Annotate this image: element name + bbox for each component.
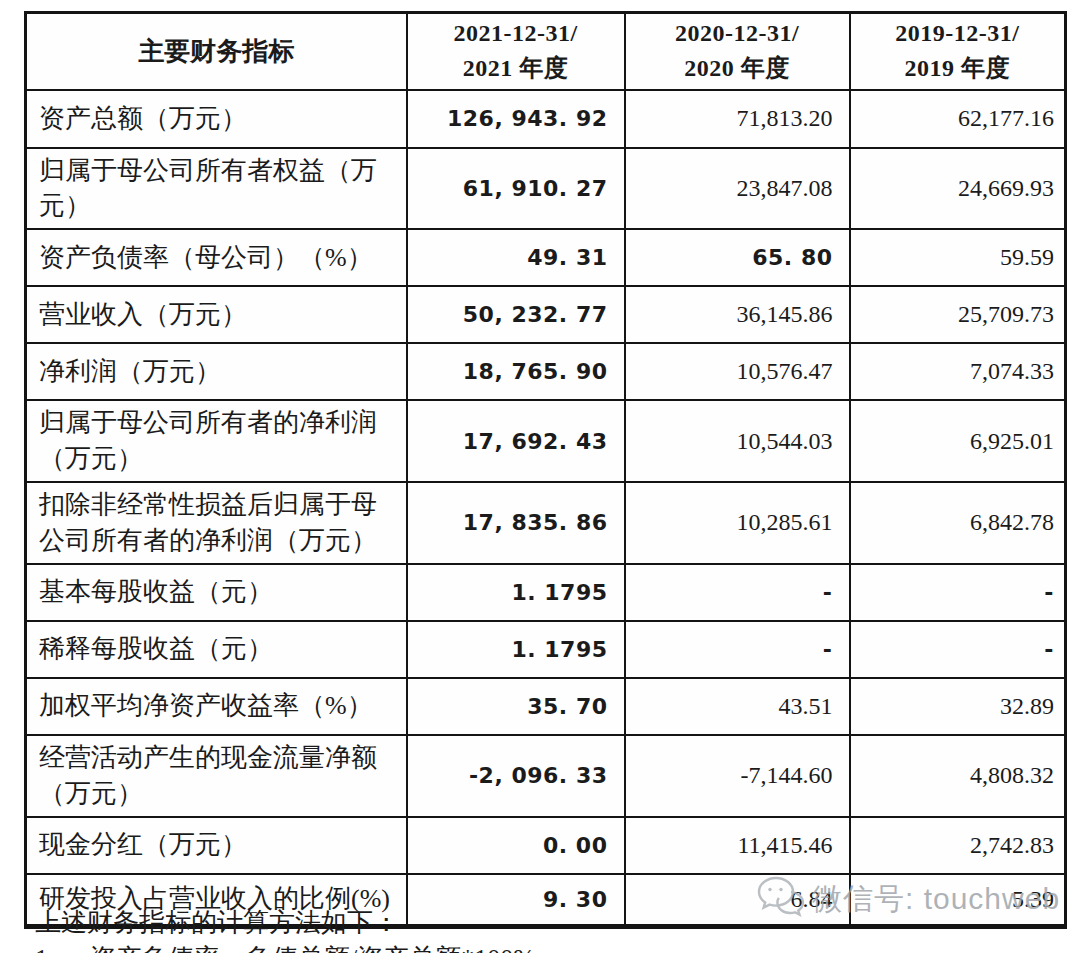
value-2020: 23,847.08 [625, 148, 850, 230]
value-2020: 11,415.46 [625, 817, 850, 874]
value-2021: 17, 835. 86 [407, 482, 625, 564]
value-2019: 59.59 [850, 229, 1066, 286]
table-row-operating-cashflow: 经营活动产生的现金流量净额（万元） -2, 096. 33 -7,144.60 … [26, 735, 1066, 817]
footer-item-number: 1、 [35, 941, 74, 953]
value-2020: 65. 80 [625, 229, 850, 286]
header-2020: 2020-12-31/ 2020 年度 [625, 13, 850, 90]
value-2020: 10,544.03 [625, 400, 850, 482]
table-row-revenue: 营业收入（万元） 50, 232. 77 36,145.86 25,709.73 [26, 286, 1066, 343]
value-2020: - [625, 621, 850, 678]
value-2020: 36,145.86 [625, 286, 850, 343]
value-2019: 24,669.93 [850, 148, 1066, 230]
table-row-parent-equity: 归属于母公司所有者权益（万元） 61, 910. 27 23,847.08 24… [26, 148, 1066, 230]
row-label: 营业收入（万元） [26, 286, 407, 343]
value-2021: 1. 1795 [407, 564, 625, 621]
value-2019: 25,709.73 [850, 286, 1066, 343]
row-label: 扣除非经常性损益后归属于母公司所有者的净利润（万元） [26, 482, 407, 564]
value-2021: 17, 692. 43 [407, 400, 625, 482]
table-row-diluted-eps: 稀释每股收益（元） 1. 1795 - - [26, 621, 1066, 678]
value-2020: 10,285.61 [625, 482, 850, 564]
value-2021: -2, 096. 33 [407, 735, 625, 817]
value-2021: 35. 70 [407, 678, 625, 735]
table-row-debt-ratio: 资产负债率（母公司）（%） 49. 31 65. 80 59.59 [26, 229, 1066, 286]
header-row: 主要财务指标 2021-12-31/ 2021 年度 2020-12-31/ 2… [26, 13, 1066, 90]
value-2019: 5.39 [850, 874, 1066, 927]
value-2021: 61, 910. 27 [407, 148, 625, 230]
value-2020: 43.51 [625, 678, 850, 735]
table-row-weighted-roe: 加权平均净资产收益率（%） 35. 70 43.51 32.89 [26, 678, 1066, 735]
value-2019: 6,842.78 [850, 482, 1066, 564]
header-2019: 2019-12-31/ 2019 年度 [850, 13, 1066, 90]
table-row-parent-net-profit: 归属于母公司所有者的净利润（万元） 17, 692. 43 10,544.03 … [26, 400, 1066, 482]
header-2020-date: 2020-12-31/ [627, 16, 848, 51]
financial-indicators-table: 主要财务指标 2021-12-31/ 2021 年度 2020-12-31/ 2… [24, 11, 1067, 929]
header-2021-period: 2021 年度 [409, 51, 623, 86]
value-2019: 62,177.16 [850, 90, 1066, 148]
value-2021: 50, 232. 77 [407, 286, 625, 343]
value-2020: -7,144.60 [625, 735, 850, 817]
header-2021: 2021-12-31/ 2021 年度 [407, 13, 625, 90]
row-label: 基本每股收益（元） [26, 564, 407, 621]
row-label: 资产总额（万元） [26, 90, 407, 148]
value-2019: - [850, 621, 1066, 678]
row-label: 资产负债率（母公司）（%） [26, 229, 407, 286]
footer-formula-item: 1、 资产负债率＝负债总额/资产总额*100% [35, 941, 535, 953]
row-label: 归属于母公司所有者权益（万元） [26, 148, 407, 230]
value-2019: 2,742.83 [850, 817, 1066, 874]
value-2020: - [625, 564, 850, 621]
header-indicator: 主要财务指标 [26, 13, 407, 90]
table-row-deducted-net-profit: 扣除非经常性损益后归属于母公司所有者的净利润（万元） 17, 835. 86 1… [26, 482, 1066, 564]
value-2020: 6.84 [625, 874, 850, 927]
value-2021: 9. 30 [407, 874, 625, 927]
row-label: 加权平均净资产收益率（%） [26, 678, 407, 735]
header-2019-period: 2019 年度 [852, 51, 1064, 86]
table-row-cash-dividend: 现金分红（万元） 0. 00 11,415.46 2,742.83 [26, 817, 1066, 874]
row-label: 现金分红（万元） [26, 817, 407, 874]
value-2019: 4,808.32 [850, 735, 1066, 817]
header-2019-date: 2019-12-31/ [852, 16, 1064, 51]
document-page: 主要财务指标 2021-12-31/ 2021 年度 2020-12-31/ 2… [0, 0, 1080, 953]
footer-item-text: 资产负债率＝负债总额/资产总额*100% [90, 944, 535, 953]
value-2019: 7,074.33 [850, 343, 1066, 400]
row-label: 净利润（万元） [26, 343, 407, 400]
header-2021-date: 2021-12-31/ [409, 16, 623, 51]
value-2020: 71,813.20 [625, 90, 850, 148]
value-2021: 49. 31 [407, 229, 625, 286]
row-label: 经营活动产生的现金流量净额（万元） [26, 735, 407, 817]
table-row-basic-eps: 基本每股收益（元） 1. 1795 - - [26, 564, 1066, 621]
header-2020-period: 2020 年度 [627, 51, 848, 86]
value-2019: 32.89 [850, 678, 1066, 735]
row-label: 归属于母公司所有者的净利润（万元） [26, 400, 407, 482]
table-row-net-profit: 净利润（万元） 18, 765. 90 10,576.47 7,074.33 [26, 343, 1066, 400]
value-2021: 126, 943. 92 [407, 90, 625, 148]
value-2021: 0. 00 [407, 817, 625, 874]
value-2019: - [850, 564, 1066, 621]
row-label: 稀释每股收益（元） [26, 621, 407, 678]
value-2020: 10,576.47 [625, 343, 850, 400]
value-2021: 18, 765. 90 [407, 343, 625, 400]
footer-calculation-note: 上述财务指标的计算方法如下： [35, 905, 399, 940]
table-row-total-assets: 资产总额（万元） 126, 943. 92 71,813.20 62,177.1… [26, 90, 1066, 148]
value-2021: 1. 1795 [407, 621, 625, 678]
value-2019: 6,925.01 [850, 400, 1066, 482]
